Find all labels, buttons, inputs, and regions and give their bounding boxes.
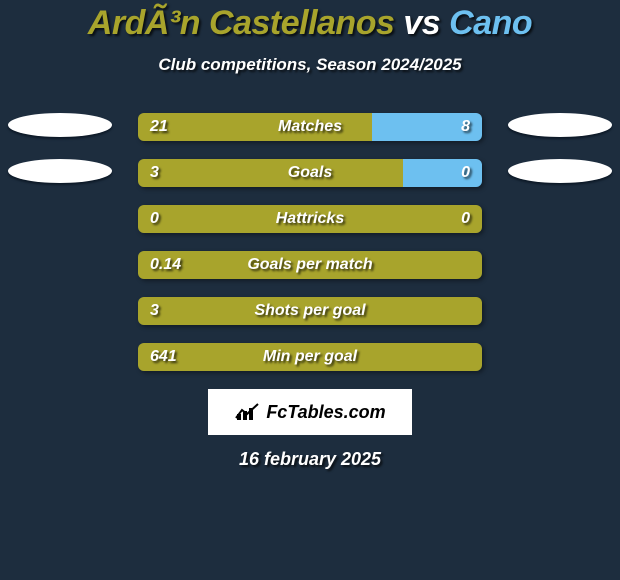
date-label: 16 february 2025	[0, 449, 620, 470]
metric-label: Min per goal	[138, 343, 482, 371]
metric-label: Goals	[138, 159, 482, 187]
brand-badge: FcTables.com	[208, 389, 412, 435]
metric-label: Shots per goal	[138, 297, 482, 325]
subtitle: Club competitions, Season 2024/2025	[0, 55, 620, 75]
metric-bar: 3Shots per goal	[138, 297, 482, 325]
club-ellipse-left	[8, 159, 112, 183]
metric-row: 641Min per goal	[0, 343, 620, 373]
club-ellipse-right	[508, 113, 612, 137]
metric-row: 30Goals	[0, 159, 620, 189]
metric-label: Hattricks	[138, 205, 482, 233]
metrics-list: 218Matches 30Goals 00Hattricks 0.14Goals pe…	[0, 113, 620, 373]
metric-bar: 30Goals	[138, 159, 482, 187]
comparison-title: ArdÃ³n Castellanos vs Cano	[0, 4, 620, 43]
brand-chart-icon	[234, 402, 260, 422]
brand-text: FcTables.com	[266, 402, 385, 423]
metric-bar: 00Hattricks	[138, 205, 482, 233]
metric-label: Matches	[138, 113, 482, 141]
metric-row: 3Shots per goal	[0, 297, 620, 327]
vs-label: vs	[403, 4, 440, 42]
metric-label: Goals per match	[138, 251, 482, 279]
player-right-name: Cano	[449, 4, 532, 42]
metric-row: 0.14Goals per match	[0, 251, 620, 281]
metric-row: 00Hattricks	[0, 205, 620, 235]
club-ellipse-left	[8, 113, 112, 137]
club-ellipse-right	[508, 159, 612, 183]
metric-bar: 641Min per goal	[138, 343, 482, 371]
metric-row: 218Matches	[0, 113, 620, 143]
metric-bar: 0.14Goals per match	[138, 251, 482, 279]
metric-bar: 218Matches	[138, 113, 482, 141]
player-left-name: ArdÃ³n Castellanos	[88, 4, 395, 42]
